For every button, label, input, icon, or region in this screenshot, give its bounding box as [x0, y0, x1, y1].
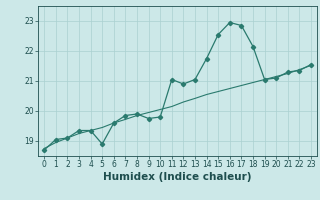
X-axis label: Humidex (Indice chaleur): Humidex (Indice chaleur) [103, 172, 252, 182]
